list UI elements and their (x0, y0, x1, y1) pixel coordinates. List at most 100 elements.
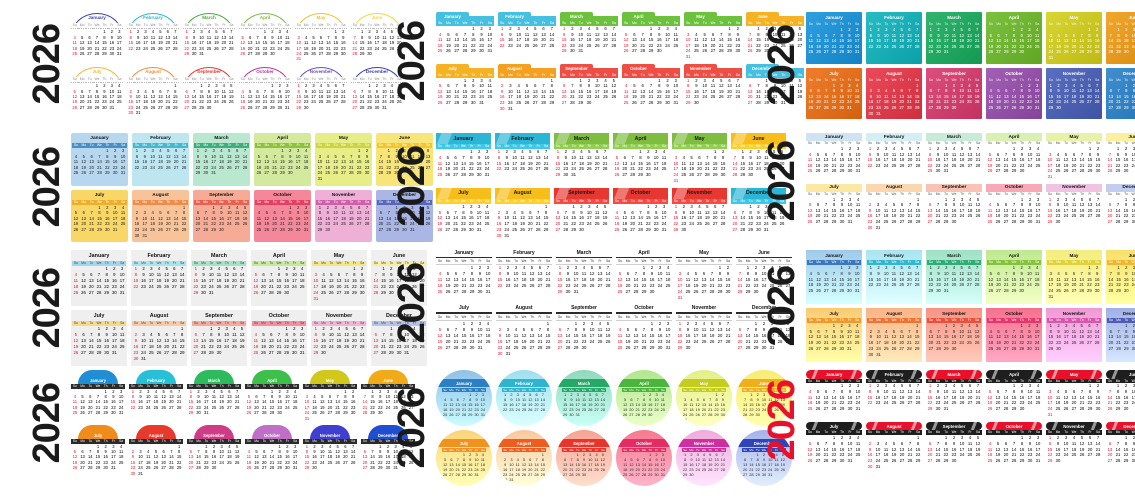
month-bar[interactable]: October (986, 183, 1042, 192)
month-card-july[interactable]: July Su Mo Tu We Th Fr Sa 1 2 3 4 5 6 7 8 9 10 11 12 13 14 15… (71, 310, 127, 366)
month-card-april[interactable]: April Su Mo Tu We Th Fr Sa 1 2 3 4 5 6 7 8 9 10 11 12 13 14 1… (616, 250, 672, 301)
month-card-july[interactable]: July Su Mo Tu We Th Fr Sa 1 2 3 4 5 6 7 8 9 10 11 12 13 14 15… (436, 305, 492, 356)
month-banner[interactable]: September (554, 187, 609, 199)
month-card-january[interactable]: January Su Mo Tu We Th Fr Sa 1 2 3 4 5 6 7 8 9 10 11 12 13 1… (436, 12, 494, 60)
month-banner[interactable]: March (554, 133, 609, 144)
month-card-february[interactable]: February Su Mo Tu We Th Fr Sa 1 2 3 4 5 6 7 8 9 10 11 12 13 1… (866, 12, 922, 64)
month-card-november[interactable]: November Su Mo Tu We Th Fr Sa 1 2 3 4 5 6 7 8 9 10 11 12 13 1… (1046, 183, 1102, 231)
month-tab[interactable]: October (622, 63, 655, 73)
month-card-february[interactable]: February Su Mo Tu We Th Fr Sa 1 2 3 4 5 6 7 8 9 10 11 12 13 1… (127, 12, 179, 62)
month-card-april[interactable]: April Su Mo Tu We Th Fr Sa 1 2 3 4 5 6 7 8 9 10 11 12 13 14 1… (251, 250, 307, 306)
month-card-august[interactable]: August Su Mo Tu We Th Fr Sa 1 2 3 4 5 6 7 8 9 10 11 12 13 14… (866, 183, 922, 231)
month-card-september[interactable]: September Su Mo Tu We Th Fr Sa 1 2 3 4 5 6 7 8 9 10 11 12 1… (554, 187, 609, 239)
month-card-september[interactable]: September Su Mo Tu We Th Fr Sa 1 2 3 4 5 6 7 8 9 10 11 12 1… (556, 305, 612, 356)
month-card-february[interactable]: February Su Mo Tu We Th Fr Sa 1 2 3 4 5 6 7 8 9 10 11 12 13 1… (132, 133, 189, 186)
month-card-august[interactable]: August Su Mo Tu We Th Fr Sa 1 2 3 4 5 6 7 8 9 10 11 12 13 14… (496, 305, 552, 356)
month-tab[interactable]: September (560, 63, 593, 73)
month-banner[interactable]: August (495, 187, 550, 199)
month-card-august[interactable]: August Su Mo Tu We Th Fr Sa 1 2 3 4 5 6 7 8 9 10 11 12 13 14… (127, 66, 179, 116)
month-card-november[interactable]: November Su Mo Tu We Th Fr Sa 1 2 3 4 5 6 7 8 9 10 11 12 13 1… (672, 187, 727, 239)
month-tab[interactable]: April (622, 12, 655, 21)
month-card-october[interactable]: October Su Mo Tu We Th Fr Sa 1 2 3 4 5 6 7 8 9 10 11 12 13 1… (254, 189, 311, 243)
month-card-january[interactable]: January Su Mo Tu We Th Fr Sa 1 2 3 4 5 6 7 8 9 10 11 12 13 1… (71, 12, 123, 62)
month-banner[interactable]: July (436, 187, 491, 199)
month-card-may[interactable]: May Su Mo Tu We Th Fr Sa 1 2 3 4 5 6 7 8 9 10 11 12 13 14 15 1… (676, 250, 732, 301)
month-bar[interactable]: April (986, 133, 1042, 141)
month-tab[interactable]: March (560, 12, 593, 21)
month-card-october[interactable]: October Su Mo Tu We Th Fr Sa 1 2 3 4 5 6 7 8 9 10 11 12 13 1… (251, 310, 307, 366)
month-card-april[interactable]: April Su Mo Tu We Th Fr Sa 1 2 3 4 5 6 7 8 9 10 11 12 13 14 1… (986, 133, 1042, 180)
month-card-july[interactable]: July Su Mo Tu We Th Fr Sa 1 2 3 4 5 6 7 8 9 10 11 12 13 14 15… (806, 67, 862, 120)
month-bar[interactable]: August (866, 183, 922, 192)
month-card-january[interactable]: January Su Mo Tu We Th Fr Sa 1 2 3 4 5 6 7 8 9 10 11 12 13 1… (71, 250, 127, 306)
month-card-february[interactable]: February Su Mo Tu We Th Fr Sa 1 2 3 4 5 6 7 8 9 10 11 12 13 1… (131, 250, 187, 306)
month-banner[interactable]: April (613, 133, 668, 144)
month-tab[interactable]: February (498, 12, 531, 21)
month-card-march[interactable]: March Su Mo Tu We Th Fr Sa 1 2 3 4 5 6 7 8 9 10 11 12 13 14 15… (193, 133, 250, 186)
month-card-august[interactable]: August Su Mo Tu We Th Fr Sa 1 2 3 4 5 6 7 8 9 10 11 12 13 14… (498, 63, 556, 112)
month-tab[interactable]: December (746, 63, 779, 73)
month-bar[interactable]: November (1046, 183, 1102, 192)
month-banner[interactable]: December (731, 187, 786, 199)
month-card-february[interactable]: February Su Mo Tu We Th Fr Sa 1 2 3 4 5 6 7 8 9 10 11 12 13 1… (498, 12, 556, 60)
month-bar[interactable]: July (806, 183, 862, 192)
month-bar[interactable]: January (806, 133, 862, 141)
month-banner[interactable]: January (436, 133, 491, 144)
month-bar[interactable]: May (1046, 133, 1102, 141)
month-card-november[interactable]: November Su Mo Tu We Th Fr Sa 1 2 3 4 5 6 7 8 9 10 11 12 13 1… (684, 63, 742, 112)
month-card-september[interactable]: September Su Mo Tu We Th Fr Sa 1 2 3 4 5 6 7 8 9 10 11 12 1… (926, 183, 982, 231)
month-card-may[interactable]: May Su Mo Tu We Th Fr Sa 1 2 3 4 5 6 7 8 9 10 11 12 13 14 15 1… (311, 250, 367, 306)
month-card-may[interactable]: May Su Mo Tu We Th Fr Sa 1 2 3 4 5 6 7 8 9 10 11 12 13 14 15 1… (1046, 133, 1102, 180)
month-card-september[interactable]: September Su Mo Tu We Th Fr Sa 1 2 3 4 5 6 7 8 9 10 11 12 1… (926, 67, 982, 120)
month-card-august[interactable]: August Su Mo Tu We Th Fr Sa 1 2 3 4 5 6 7 8 9 10 11 12 13 14… (866, 67, 922, 120)
month-card-july[interactable]: July Su Mo Tu We Th Fr Sa 1 2 3 4 5 6 7 8 9 10 11 12 13 14 15… (436, 187, 491, 239)
month-banner[interactable]: November (672, 187, 727, 199)
month-card-november[interactable]: November Su Mo Tu We Th Fr Sa 1 2 3 4 5 6 7 8 9 10 11 12 13 1… (1046, 67, 1102, 120)
month-card-september[interactable]: September Su Mo Tu We Th Fr Sa 1 2 3 4 5 6 7 8 9 10 11 12 1… (193, 189, 250, 243)
month-card-april[interactable]: April Su Mo Tu We Th Fr Sa 1 2 3 4 5 6 7 8 9 10 11 12 13 14 1… (239, 12, 291, 62)
month-card-april[interactable]: April Su Mo Tu We Th Fr Sa 1 2 3 4 5 6 7 8 9 10 11 12 13 14 1… (254, 133, 311, 186)
month-card-april[interactable]: April Su Mo Tu We Th Fr Sa 1 2 3 4 5 6 7 8 9 10 11 12 13 14 1… (986, 12, 1042, 64)
month-card-february[interactable]: February Su Mo Tu We Th Fr Sa 1 2 3 4 5 6 7 8 9 10 11 12 13 1… (495, 133, 550, 184)
month-card-march[interactable]: March Su Mo Tu We Th Fr Sa 1 2 3 4 5 6 7 8 9 10 11 12 13 14 15… (560, 12, 618, 60)
month-tab[interactable]: July (436, 63, 469, 73)
month-card-november[interactable]: November Su Mo Tu We Th Fr Sa 1 2 3 4 5 6 7 8 9 10 11 12 13 1… (315, 189, 372, 243)
month-banner[interactable]: June (731, 133, 786, 144)
month-card-may[interactable]: May Su Mo Tu We Th Fr Sa 1 2 3 4 5 6 7 8 9 10 11 12 13 14 15 1… (684, 12, 742, 60)
month-card-february[interactable]: February Su Mo Tu We Th Fr Sa 1 2 3 4 5 6 7 8 9 10 11 12 13 1… (866, 133, 922, 180)
month-tab[interactable]: June (746, 12, 779, 21)
month-tab[interactable]: November (684, 63, 717, 73)
month-card-may[interactable]: May Su Mo Tu We Th Fr Sa 1 2 3 4 5 6 7 8 9 10 11 12 13 14 15 1… (1046, 12, 1102, 64)
month-bar[interactable]: September (926, 183, 982, 192)
month-bar[interactable]: March (926, 133, 982, 141)
month-tab[interactable]: August (498, 63, 531, 73)
month-card-september[interactable]: September Su Mo Tu We Th Fr Sa 1 2 3 4 5 6 7 8 9 10 11 12 1… (191, 310, 247, 366)
month-card-may[interactable]: May Su Mo Tu We Th Fr Sa 1 2 3 4 5 6 7 8 9 10 11 12 13 14 15 1… (672, 133, 727, 184)
month-card-july[interactable]: July Su Mo Tu We Th Fr Sa 1 2 3 4 5 6 7 8 9 10 11 12 13 14 15… (806, 183, 862, 231)
month-bar[interactable]: December (1106, 183, 1135, 192)
month-card-july[interactable]: July Su Mo Tu We Th Fr Sa 1 2 3 4 5 6 7 8 9 10 11 12 13 14 15… (436, 63, 494, 112)
month-card-february[interactable]: February Su Mo Tu We Th Fr Sa 1 2 3 4 5 6 7 8 9 10 11 12 13 1… (496, 250, 552, 301)
month-card-march[interactable]: March Su Mo Tu We Th Fr Sa 1 2 3 4 5 6 7 8 9 10 11 12 13 14 15… (191, 250, 247, 306)
month-bar[interactable]: February (866, 133, 922, 141)
month-banner[interactable]: May (672, 133, 727, 144)
month-card-september[interactable]: September Su Mo Tu We Th Fr Sa 1 2 3 4 5 6 7 8 9 10 11 12 1… (183, 66, 235, 116)
month-bar[interactable]: June (1106, 133, 1135, 141)
month-card-march[interactable]: March Su Mo Tu We Th Fr Sa 1 2 3 4 5 6 7 8 9 10 11 12 13 14 15… (183, 12, 235, 62)
month-card-march[interactable]: March Su Mo Tu We Th Fr Sa 1 2 3 4 5 6 7 8 9 10 11 12 13 14 15… (926, 12, 982, 64)
month-card-october[interactable]: October Su Mo Tu We Th Fr Sa 1 2 3 4 5 6 7 8 9 10 11 12 13 1… (616, 305, 672, 356)
month-banner[interactable]: October (613, 187, 668, 199)
